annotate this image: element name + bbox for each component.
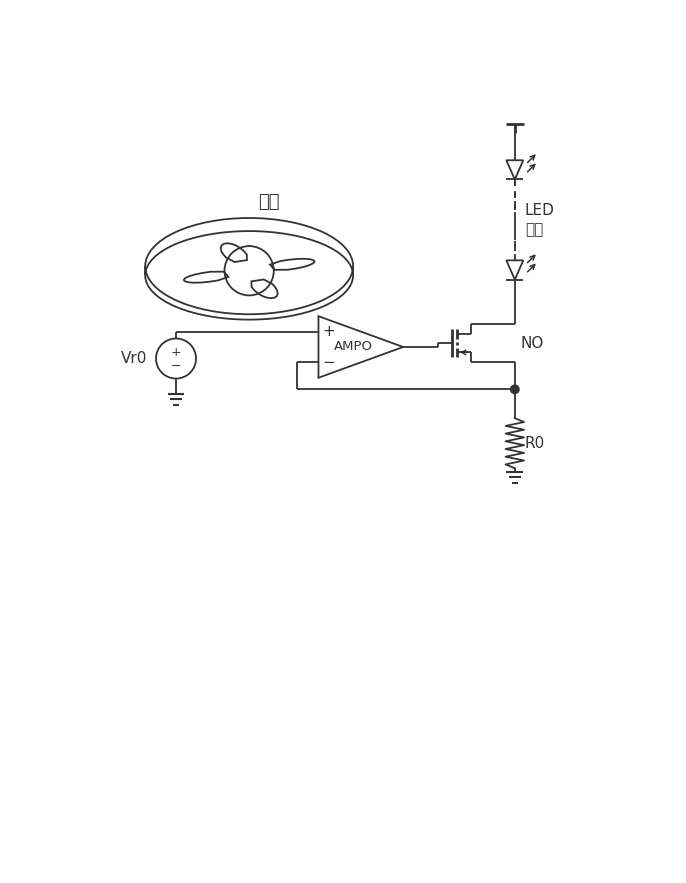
- Text: NO: NO: [521, 336, 545, 351]
- Text: −: −: [171, 359, 181, 373]
- Text: LED: LED: [525, 203, 555, 218]
- Text: AMPO: AMPO: [333, 341, 372, 353]
- Text: 风扇: 风扇: [258, 192, 279, 211]
- Text: 灯串: 灯串: [525, 222, 543, 237]
- Text: −: −: [323, 355, 335, 370]
- Text: +: +: [171, 346, 181, 358]
- Text: +: +: [323, 324, 335, 339]
- Text: Vr0: Vr0: [120, 351, 147, 366]
- Circle shape: [510, 385, 519, 394]
- Text: R0: R0: [525, 435, 545, 450]
